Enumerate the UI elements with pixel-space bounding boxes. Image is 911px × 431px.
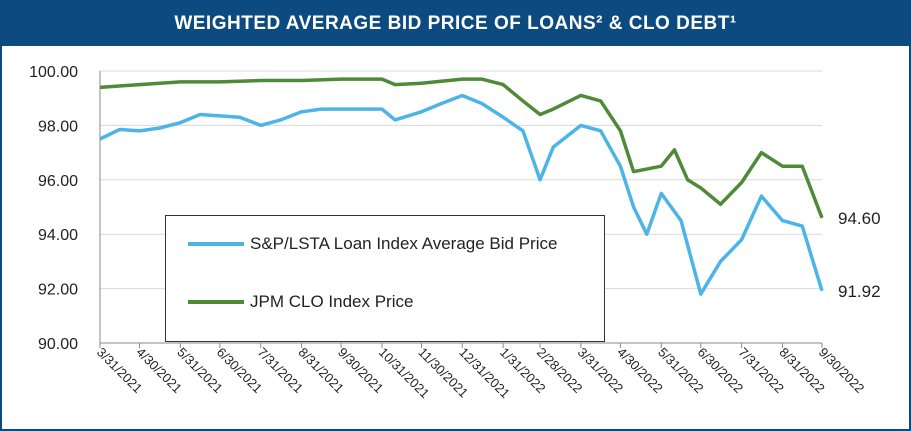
chart-title: WEIGHTED AVERAGE BID PRICE OF LOANS² & C… — [2, 2, 909, 46]
y-tick-label: 100.00 — [29, 64, 78, 81]
y-tick-label: 98.00 — [38, 118, 78, 135]
y-tick-label: 96.00 — [38, 173, 78, 190]
legend-label: S&P/LSTA Loan Index Average Bid Price — [250, 234, 558, 253]
legend-item: S&P/LSTA Loan Index Average Bid Price — [188, 233, 590, 254]
end-label: 94.60 — [838, 209, 881, 228]
legend-item: JPM CLO Index Price — [188, 291, 590, 312]
series-line — [99, 77, 824, 219]
legend: S&P/LSTA Loan Index Average Bid Price JPM… — [165, 215, 605, 342]
y-tick-label: 92.00 — [38, 282, 78, 299]
y-tick-label: 90.00 — [38, 336, 78, 353]
y-tick-label: 94.00 — [38, 227, 78, 244]
series-line — [99, 93, 824, 296]
legend-label: JPM CLO Index Price — [250, 292, 414, 311]
legend-swatch — [188, 300, 244, 304]
end-label: 91.92 — [838, 282, 881, 301]
legend-swatch — [188, 242, 244, 246]
